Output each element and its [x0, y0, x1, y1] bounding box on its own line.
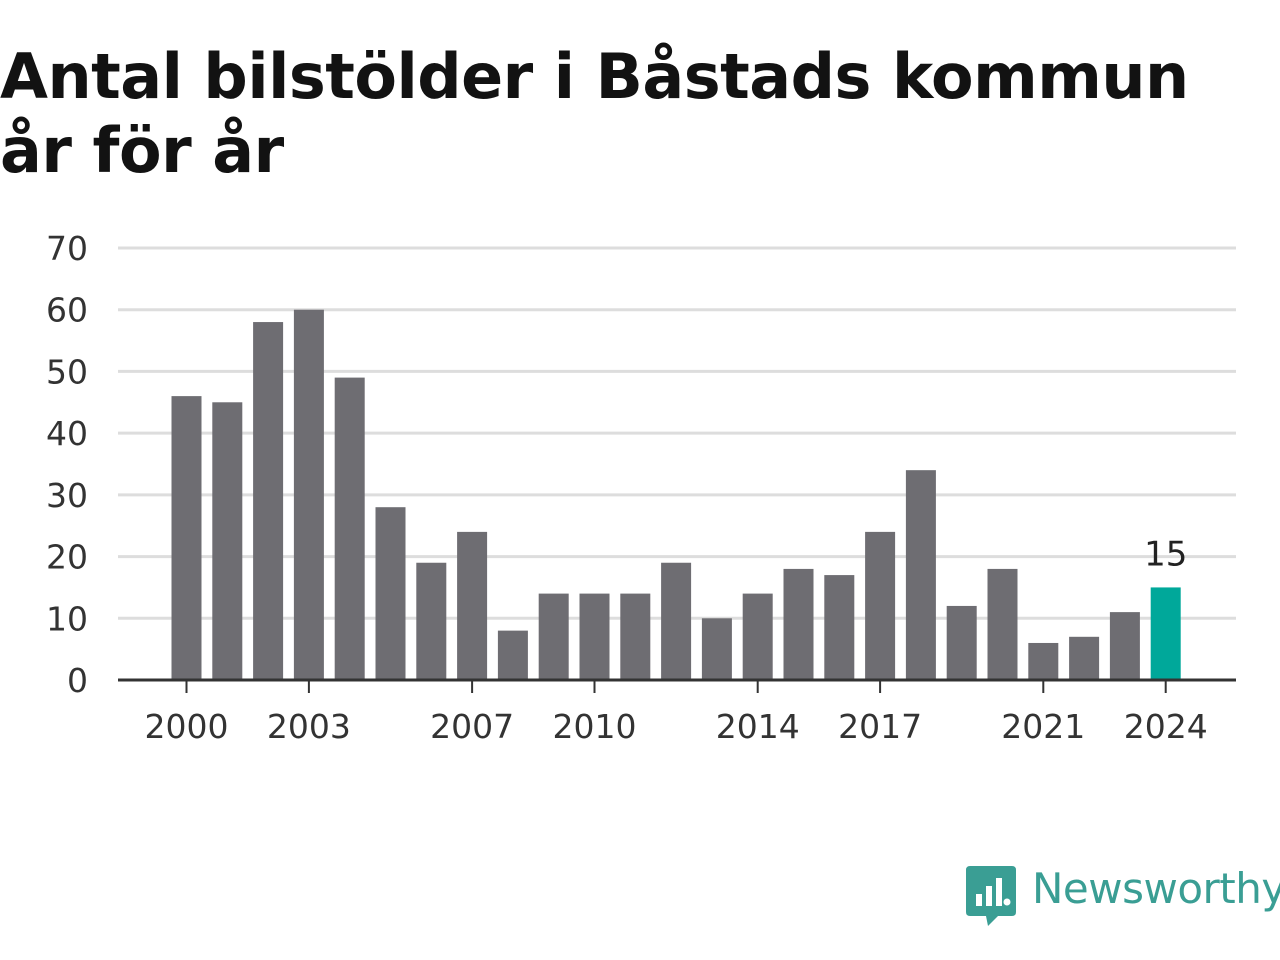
y-tick-label: 40 — [46, 414, 88, 453]
x-axis: 2000 2003 2007 2010 2014 2017 2021 2024 — [118, 678, 1236, 746]
bar-2012 — [661, 562, 692, 680]
brand-name: Newsworthy — [1032, 864, 1280, 913]
bar-2010 — [579, 593, 610, 680]
bar-2007 — [457, 531, 488, 680]
bar-2014 — [742, 593, 773, 680]
bar-2000 — [171, 396, 202, 680]
x-tick-label: 2017 — [838, 707, 922, 746]
y-tick-label: 10 — [46, 599, 88, 638]
bar-2001 — [212, 402, 243, 680]
data-label-highlight: 15 — [1144, 534, 1187, 574]
x-tick-label: 2007 — [430, 707, 514, 746]
y-tick-label: 20 — [46, 538, 88, 577]
x-tick-label: 2021 — [1001, 707, 1085, 746]
chart-title: Antal bilstölder i Båstads kommun år för… — [0, 40, 1189, 187]
bar-2013 — [701, 618, 732, 680]
bar-2008 — [497, 630, 528, 680]
y-axis-ticks: 0 10 20 30 40 50 60 70 — [46, 229, 88, 700]
bar-2018 — [905, 470, 936, 680]
y-tick-label: 70 — [46, 229, 88, 268]
x-tick-label: 2014 — [716, 707, 800, 746]
bar-2020 — [987, 568, 1018, 680]
bar-2024 — [1150, 587, 1181, 680]
bar-2006 — [416, 562, 447, 680]
bar-2023 — [1109, 612, 1140, 680]
bar-2002 — [253, 322, 284, 680]
bars — [171, 309, 1181, 680]
bar-2009 — [538, 593, 569, 680]
data-labels: 15 — [1144, 534, 1187, 574]
bar-2019 — [946, 605, 977, 680]
bar-2011 — [620, 593, 651, 680]
y-tick-label: 30 — [46, 476, 88, 515]
x-tick-label: 2003 — [267, 707, 351, 746]
x-tick-label: 2000 — [145, 707, 229, 746]
y-tick-label: 0 — [67, 661, 88, 700]
bar-2015 — [783, 568, 814, 680]
bar-2003 — [293, 309, 324, 680]
bar-2017 — [865, 531, 896, 680]
bar-2016 — [824, 575, 855, 680]
y-tick-label: 50 — [46, 352, 88, 391]
x-tick-label: 2024 — [1124, 707, 1208, 746]
newsworthy-logo-icon — [966, 866, 1016, 926]
x-tick-label: 2010 — [553, 707, 637, 746]
y-tick-label: 60 — [46, 291, 88, 330]
bar-2021 — [1028, 642, 1059, 680]
bar-2022 — [1069, 636, 1100, 680]
bar-2004 — [334, 377, 365, 680]
bar-2005 — [375, 507, 406, 680]
